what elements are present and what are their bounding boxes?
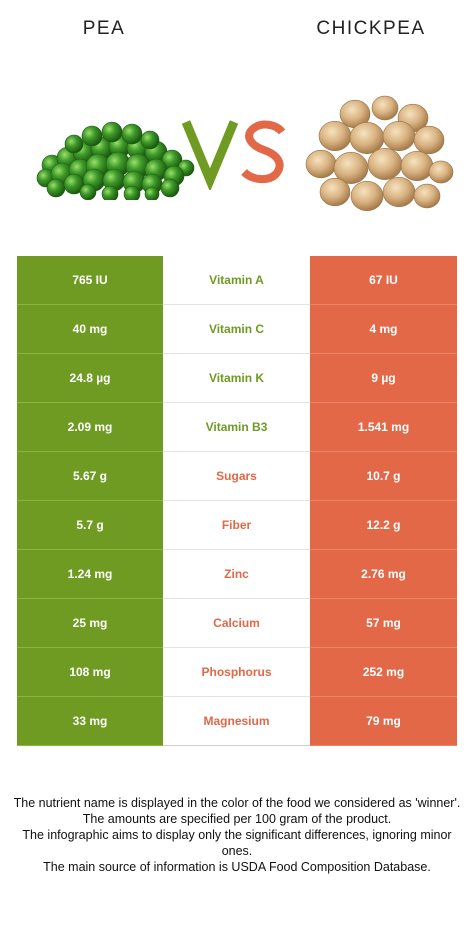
nutrient-name: Phosphorus <box>163 648 310 697</box>
footer-line-4: The main source of information is USDA F… <box>43 860 431 874</box>
chickpea <box>428 160 454 184</box>
left-value: 5.67 g <box>17 452 163 501</box>
table-row: 5.7 g Fiber 12.2 g <box>17 501 457 550</box>
pea <box>46 178 66 198</box>
pea <box>121 123 143 145</box>
chickpea <box>305 149 337 179</box>
nutrient-name: Calcium <box>163 599 310 648</box>
right-value: 252 mg <box>310 648 457 697</box>
right-food-title: CHICKPEA <box>316 18 426 39</box>
chickpea <box>413 125 445 155</box>
table-row: 5.67 g Sugars 10.7 g <box>17 452 457 501</box>
chickpea <box>349 122 385 154</box>
right-value: 12.2 g <box>310 501 457 550</box>
peas-image <box>36 121 195 200</box>
nutrient-name: Magnesium <box>163 697 310 746</box>
table-row: 33 mg Magnesium 79 mg <box>17 697 457 746</box>
vs-logo <box>181 120 286 190</box>
right-value: 1.541 mg <box>310 403 457 452</box>
left-value: 5.7 g <box>17 501 163 550</box>
footer-line-3: The infographic aims to display only the… <box>22 828 452 858</box>
chickpea <box>400 150 434 182</box>
pea <box>123 185 141 200</box>
chickpea <box>382 120 416 152</box>
table-row: 25 mg Calcium 57 mg <box>17 599 457 648</box>
right-value: 2.76 mg <box>310 550 457 599</box>
left-value: 2.09 mg <box>17 403 163 452</box>
left-value: 25 mg <box>17 599 163 648</box>
nutrient-name: Vitamin A <box>163 256 310 305</box>
pea <box>64 134 84 154</box>
footer-notes: The nutrient name is displayed in the co… <box>12 795 462 875</box>
table-row: 1.24 mg Zinc 2.76 mg <box>17 550 457 599</box>
table-row: 2.09 mg Vitamin B3 1.541 mg <box>17 403 457 452</box>
nutrient-name: Vitamin C <box>163 305 310 354</box>
pea <box>160 178 180 198</box>
pea <box>81 125 103 147</box>
right-value: 79 mg <box>310 697 457 746</box>
chickpea <box>367 148 403 180</box>
right-value: 10.7 g <box>310 452 457 501</box>
chickpea <box>319 177 351 207</box>
left-value: 40 mg <box>17 305 163 354</box>
table-row: 108 mg Phosphorus 252 mg <box>17 648 457 697</box>
footer-line-2: The amounts are specified per 100 gram o… <box>82 812 392 826</box>
right-value: 9 µg <box>310 354 457 403</box>
chickpea <box>413 183 441 209</box>
chickpea <box>371 95 399 121</box>
nutrient-name: Vitamin B3 <box>163 403 310 452</box>
nutrient-name: Zinc <box>163 550 310 599</box>
left-value: 33 mg <box>17 697 163 746</box>
chickpeas-image <box>305 95 454 212</box>
left-value: 24.8 µg <box>17 354 163 403</box>
footer-line-1: The nutrient name is displayed in the co… <box>13 796 461 810</box>
pea <box>101 121 123 143</box>
chickpea <box>382 176 416 208</box>
chickpea <box>350 180 384 212</box>
table-row: 765 IU Vitamin A 67 IU <box>17 256 457 305</box>
left-value: 765 IU <box>17 256 163 305</box>
nutrient-name: Fiber <box>163 501 310 550</box>
right-value: 57 mg <box>310 599 457 648</box>
left-food-title: PEA <box>82 18 126 39</box>
pea <box>79 183 97 200</box>
pea <box>140 130 160 150</box>
nutrient-name: Sugars <box>163 452 310 501</box>
left-value: 1.24 mg <box>17 550 163 599</box>
left-value: 108 mg <box>17 648 163 697</box>
chickpea <box>318 120 352 152</box>
pea <box>101 185 119 200</box>
nutrient-name: Vitamin K <box>163 354 310 403</box>
chickpea <box>333 152 369 184</box>
right-value: 4 mg <box>310 305 457 354</box>
right-value: 67 IU <box>310 256 457 305</box>
pea <box>144 186 160 200</box>
